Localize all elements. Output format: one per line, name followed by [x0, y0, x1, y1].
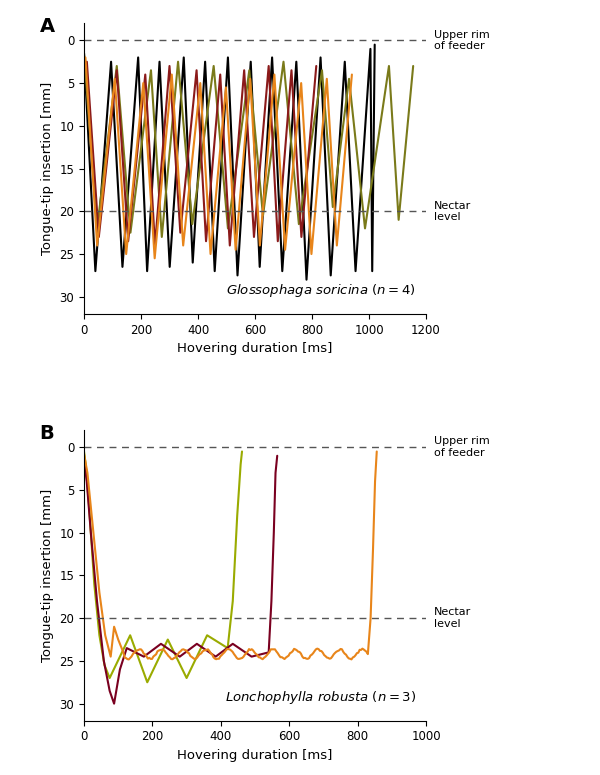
Text: Upper rim
of feeder: Upper rim of feeder [434, 29, 490, 51]
X-axis label: Hovering duration [ms]: Hovering duration [ms] [178, 749, 332, 762]
Text: Nectar
level: Nectar level [434, 201, 472, 222]
X-axis label: Hovering duration [ms]: Hovering duration [ms] [178, 342, 332, 355]
Text: Upper rim
of feeder: Upper rim of feeder [434, 436, 490, 458]
Text: $\it{Glossophaga\ soricina}$ $(n = 4)$: $\it{Glossophaga\ soricina}$ $(n = 4)$ [226, 282, 416, 299]
Y-axis label: Tongue-tip insertion [mm]: Tongue-tip insertion [mm] [41, 82, 54, 255]
Text: Nectar
level: Nectar level [434, 608, 472, 629]
Y-axis label: Tongue-tip insertion [mm]: Tongue-tip insertion [mm] [41, 489, 54, 662]
Text: A: A [40, 17, 55, 36]
Text: $\it{Lonchophylla\ robusta}$ $(n = 3)$: $\it{Lonchophylla\ robusta}$ $(n = 3)$ [224, 689, 416, 706]
Text: B: B [40, 425, 54, 443]
